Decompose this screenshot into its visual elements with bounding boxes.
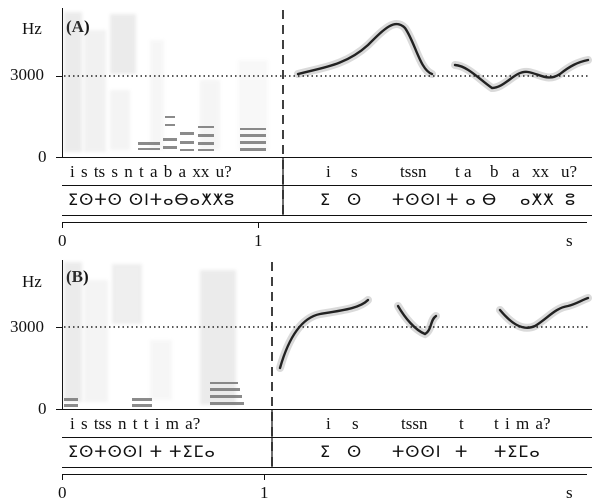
spectrogram-harmonics-b — [64, 382, 244, 407]
tifinagh-t-b: ⵜ — [455, 442, 469, 461]
segment-row-mid-b — [62, 437, 592, 438]
x-tick-mark-1-b — [264, 474, 265, 480]
x-axis-b — [62, 474, 587, 475]
segment-s-a: s — [351, 162, 358, 181]
segment-b-a: b — [490, 162, 499, 181]
spectrogram-harmonics-a — [138, 116, 266, 151]
segment-tssn-a: tssn — [400, 162, 427, 181]
y-tick-0-a: 0 — [38, 147, 47, 166]
y-tick-3000-a: 3000 — [10, 65, 44, 84]
y-tick-3000-b: 3000 — [10, 317, 44, 336]
tifinagh-i-b: ⵉ — [320, 442, 332, 461]
y-unit-b: Hz — [22, 272, 42, 291]
segment-t-b: t — [459, 414, 464, 433]
x-tick-mark-0-a — [62, 222, 63, 228]
segments-left-a: i s ts s n t a b a xx u? — [70, 162, 232, 181]
segment-row-bottom-a — [62, 215, 592, 216]
segment-u-a: u? — [561, 162, 578, 181]
y-tick-mark-0-a — [56, 157, 62, 158]
y-unit-a: Hz — [22, 19, 42, 38]
tifinagh-tssn-b: ⵜⵙⵙⵏ — [392, 442, 442, 461]
tifinagh-axx-a: ⴰⵅⵅ — [520, 190, 555, 209]
x-tick-0-b: 0 — [58, 483, 67, 502]
segment-row-top-b — [62, 409, 592, 410]
tifinagh-left-a: ⵉⵙⵜⵙ ⵙⵏⵜⴰⴱⴰⵅⵅⵓ — [68, 190, 236, 209]
segment-i-b: i — [326, 414, 331, 433]
tifinagh-tima-b: ⵜⵉⵎⴰ — [494, 442, 541, 461]
segment-tssn-b: tssn — [401, 414, 428, 433]
x-unit-a: s — [566, 231, 573, 250]
pitch-track-b — [276, 294, 592, 372]
tifinagh-i-a: ⵉ — [320, 190, 332, 209]
segment-a-a: a — [512, 162, 520, 181]
tifinagh-ta-a: ⵜ ⴰ — [446, 190, 477, 209]
segment-ta-a: t a — [455, 162, 472, 181]
tifinagh-left-b: ⵉⵙⵜⵙⵙⵏ ⵜ ⵜⵉⵎⴰ — [68, 442, 216, 461]
y-tick-mark-3000-b — [56, 327, 62, 328]
segment-row-bottom-b — [62, 467, 592, 468]
tifinagh-u-a: ⵓ — [565, 190, 577, 209]
y-tick-mark-3000-a — [56, 76, 62, 77]
x-tick-1-a: 1 — [254, 231, 263, 250]
segment-xx-a: xx — [532, 162, 549, 181]
x-tick-1-b: 1 — [260, 483, 269, 502]
segment-row-mid-a — [62, 185, 592, 186]
segment-tima-b: t i m a? — [494, 414, 551, 433]
tifinagh-tssn-a: ⵜⵙⵙⵏ — [392, 190, 442, 209]
spectrogram-left-b — [64, 262, 236, 405]
y-axis-b — [62, 260, 63, 410]
tifinagh-b-a: ⴱ — [482, 190, 498, 209]
spectrogram-left-a — [64, 12, 268, 152]
x-tick-mark-0-b — [62, 474, 63, 480]
x-unit-b: s — [566, 483, 573, 502]
segment-row-top-a — [62, 157, 592, 158]
segment-i-a: i — [326, 162, 331, 181]
y-tick-0-b: 0 — [38, 399, 47, 418]
tifinagh-s-b: ⵙ — [347, 442, 363, 461]
segment-s-b: s — [352, 414, 359, 433]
pitch-track-a — [294, 20, 592, 93]
x-axis-a — [62, 222, 587, 223]
segments-left-b: i s tss n t t i m a? — [70, 414, 201, 433]
y-axis-a — [62, 8, 63, 158]
x-tick-0-a: 0 — [58, 231, 67, 250]
tifinagh-s-a: ⵙ — [347, 190, 363, 209]
x-tick-mark-1-a — [258, 222, 259, 228]
y-tick-mark-0-b — [56, 409, 62, 410]
